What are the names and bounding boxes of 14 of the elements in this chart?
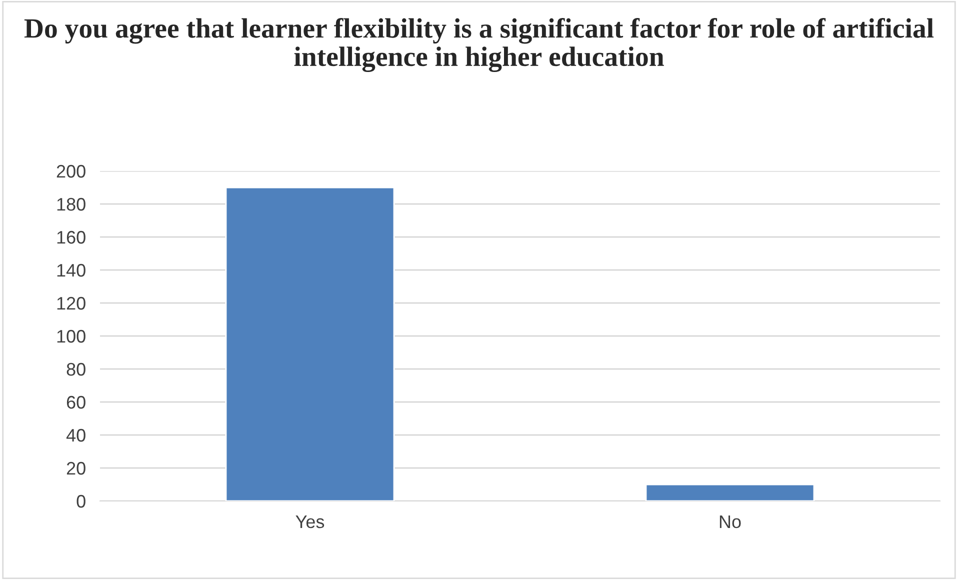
y-tick-label: 120 (57, 296, 86, 310)
y-tick-label: 160 (57, 230, 86, 244)
y-tick-label: 100 (57, 330, 86, 343)
y-tick-label: 140 (57, 264, 86, 277)
y-tick-label: 20 (66, 462, 86, 475)
x-tick-label: No (720, 516, 741, 528)
y-tick-label: 40 (66, 428, 86, 442)
y-tick-label: 60 (66, 396, 86, 409)
chart-title: Do you agree that learner flexibility is a significant factor for role of artificial intelligence in higher education (24, 18, 934, 72)
y-tick-label: 0 (76, 494, 86, 508)
y-tick-label: 80 (66, 362, 86, 376)
y-tick-label: 200 (56, 164, 86, 178)
y-tick-label: 180 (57, 198, 86, 211)
x-tick-label: Yes (296, 516, 324, 528)
